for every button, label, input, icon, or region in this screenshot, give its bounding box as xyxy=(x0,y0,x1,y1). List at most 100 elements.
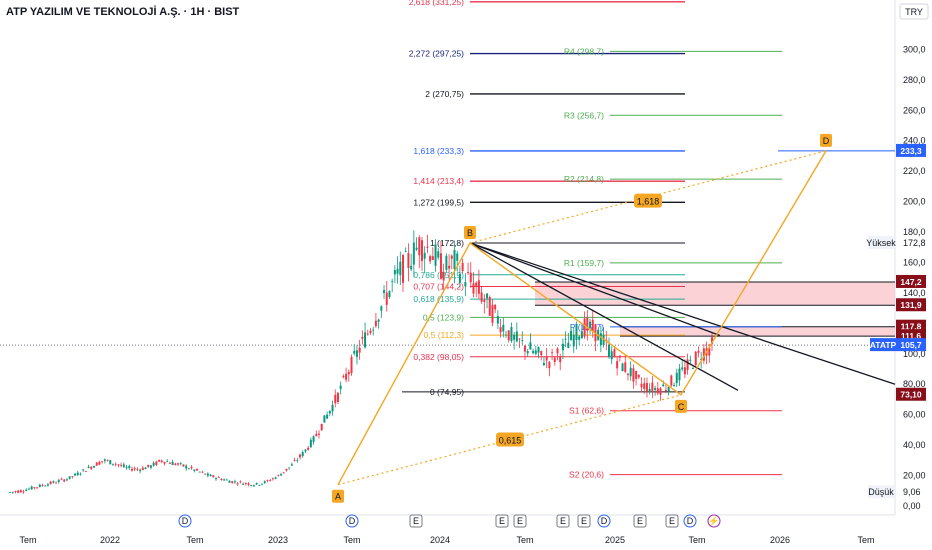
candle-body xyxy=(163,461,166,464)
candle-body xyxy=(496,316,499,324)
candle-body xyxy=(580,331,583,339)
candle-body xyxy=(456,253,459,261)
fib-level-label: 2,272 (297,25) xyxy=(409,49,464,59)
candle-body xyxy=(426,246,429,248)
candle-body xyxy=(523,345,526,352)
candle-body xyxy=(22,491,25,493)
candle-body xyxy=(380,306,383,311)
event-earnings-marker[interactable] xyxy=(513,514,527,528)
candle-body xyxy=(683,367,686,375)
event-label: D xyxy=(182,516,189,526)
candle-body xyxy=(190,466,193,469)
candle-body xyxy=(583,318,586,337)
pattern-point-marker[interactable] xyxy=(675,399,687,413)
event-dividend-marker[interactable] xyxy=(178,514,192,528)
y-tick-label: 100,0 xyxy=(903,349,926,359)
candle-body xyxy=(209,474,212,477)
candle-body xyxy=(640,383,643,388)
pattern-point-marker[interactable] xyxy=(820,133,832,147)
fib-level-label: 0,786 (151,9) xyxy=(413,270,464,280)
ratio-badge[interactable] xyxy=(634,193,662,208)
candle-body xyxy=(106,460,109,462)
candle-body xyxy=(502,324,505,332)
symbol-label: ATATP xyxy=(870,340,897,350)
candle-body xyxy=(285,468,288,471)
candle-body xyxy=(152,462,155,466)
pivot-label: S2 (20,6) xyxy=(569,470,604,480)
candle-body xyxy=(282,472,285,474)
candle-body xyxy=(461,262,464,271)
candle-body xyxy=(336,392,339,403)
candle-body xyxy=(450,255,453,259)
candle-body xyxy=(383,290,386,293)
current-price-tag xyxy=(896,338,926,352)
candle-body xyxy=(312,436,315,442)
candle-body xyxy=(475,282,478,288)
candle-body xyxy=(464,282,467,287)
y-tick-label: 280,0 xyxy=(903,75,926,85)
event-earnings-marker[interactable] xyxy=(409,514,423,528)
event-dividend-marker[interactable] xyxy=(683,514,697,528)
event-earnings-marker[interactable] xyxy=(665,514,679,528)
candle-body xyxy=(342,375,345,378)
candle-body xyxy=(618,355,621,358)
candle-body xyxy=(74,473,77,476)
candle-body xyxy=(111,463,114,465)
event-earnings-marker[interactable] xyxy=(556,514,570,528)
pivot-label: R1 (159,7) xyxy=(564,258,604,268)
candle-body xyxy=(624,362,627,372)
candle-body xyxy=(526,350,529,354)
price-tag xyxy=(896,274,926,288)
ratio-line-ac xyxy=(337,394,682,486)
event-earnings-marker[interactable] xyxy=(495,514,509,528)
fib-level-label: 2,618 (331,25) xyxy=(409,0,464,7)
x-tick-label: Tem xyxy=(516,535,533,545)
candle-body xyxy=(645,382,648,392)
event-dividend-marker[interactable] xyxy=(597,514,611,528)
candle-body xyxy=(545,356,548,361)
candle-body xyxy=(404,251,407,253)
candle-body xyxy=(231,481,234,484)
candle-body xyxy=(11,491,14,493)
pattern-point-marker[interactable] xyxy=(332,489,344,503)
candle-body xyxy=(68,476,71,479)
candle-body xyxy=(429,256,432,262)
pivot-label: R4 (298,7) xyxy=(564,46,604,56)
pattern-point-marker[interactable] xyxy=(464,225,476,239)
y-tick-label: 200,0 xyxy=(903,197,926,207)
price-tag xyxy=(896,143,926,157)
event-split-marker[interactable] xyxy=(707,514,721,528)
event-earnings-marker[interactable] xyxy=(577,514,591,528)
pivot-label: S1 (62,6) xyxy=(569,406,604,416)
event-earnings-marker[interactable] xyxy=(633,514,647,528)
candle-body xyxy=(689,359,692,361)
price-tag xyxy=(896,387,926,401)
candle-body xyxy=(353,350,356,354)
event-label: D xyxy=(349,516,356,526)
candle-body xyxy=(171,461,174,465)
candle-body xyxy=(702,348,705,361)
high-value: 172,8 xyxy=(903,238,926,248)
candle-body xyxy=(586,317,589,331)
candle-body xyxy=(488,296,491,316)
y-tick-label: 60,00 xyxy=(903,410,926,420)
fib-level-label: 0,5 (112,3) xyxy=(424,330,465,340)
candle-body xyxy=(198,471,201,473)
candle-body xyxy=(187,468,190,470)
event-dividend-marker[interactable] xyxy=(345,514,359,528)
y-tick-label: 160,0 xyxy=(903,257,926,267)
candle-body xyxy=(548,361,551,369)
price-tag-label: 147,2 xyxy=(900,277,922,287)
ratio-line-bd xyxy=(469,150,827,244)
x-tick-label: 2025 xyxy=(605,535,625,545)
candle-body xyxy=(185,465,188,469)
currency-label[interactable]: TRY xyxy=(905,7,923,17)
candle-body xyxy=(621,363,624,372)
candle-body xyxy=(486,293,489,299)
candle-body xyxy=(540,350,543,356)
candle-body xyxy=(84,471,87,472)
candle-body xyxy=(407,253,410,268)
candle-body xyxy=(57,480,60,482)
ratio-badge[interactable] xyxy=(496,432,524,447)
